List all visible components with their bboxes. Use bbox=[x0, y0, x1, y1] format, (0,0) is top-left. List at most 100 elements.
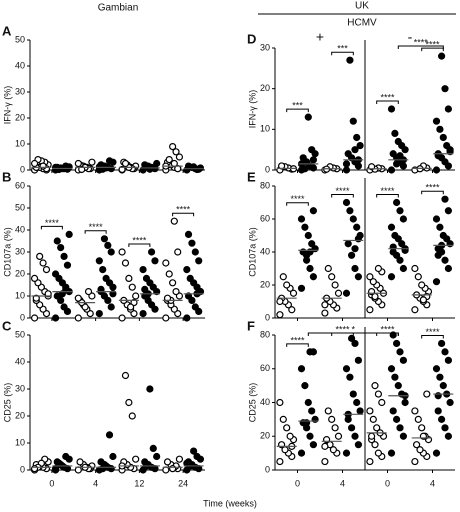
data-point bbox=[432, 449, 441, 457]
data-point bbox=[394, 137, 402, 146]
x-tick-label: 12 bbox=[134, 478, 144, 488]
data-point bbox=[121, 259, 130, 267]
y-axis-label: CD107a (%) bbox=[247, 227, 257, 277]
data-point bbox=[109, 290, 117, 298]
data-point bbox=[191, 248, 199, 256]
data-point bbox=[169, 279, 177, 287]
data-point bbox=[441, 85, 449, 93]
data-point bbox=[441, 195, 449, 203]
y-tick-label: 40 bbox=[260, 397, 270, 407]
data-point bbox=[369, 415, 377, 423]
data-point bbox=[432, 117, 441, 125]
data-point bbox=[342, 166, 351, 174]
data-point bbox=[432, 215, 441, 223]
data-point bbox=[283, 281, 291, 289]
data-point bbox=[342, 289, 351, 297]
data-point bbox=[169, 143, 177, 151]
data-point bbox=[36, 252, 44, 260]
y-tick-label: 0 bbox=[20, 464, 25, 474]
data-point bbox=[76, 458, 84, 466]
data-point bbox=[309, 441, 317, 449]
data-point bbox=[51, 270, 60, 278]
significance-label: **** bbox=[176, 205, 191, 215]
significance-label: **** bbox=[290, 335, 305, 345]
data-point bbox=[306, 432, 314, 440]
y-tick-label: 10 bbox=[15, 138, 25, 148]
data-point bbox=[184, 292, 193, 300]
data-point bbox=[324, 264, 332, 273]
data-point bbox=[434, 251, 442, 259]
data-point bbox=[308, 240, 316, 248]
significance-label: **** bbox=[132, 235, 147, 245]
data-point bbox=[342, 365, 351, 373]
data-point bbox=[387, 223, 396, 231]
data-point bbox=[411, 306, 419, 314]
significance-label: **** bbox=[380, 186, 395, 196]
data-point bbox=[276, 297, 284, 306]
data-point bbox=[163, 294, 172, 302]
significance-label: **** bbox=[335, 186, 350, 196]
data-point bbox=[74, 314, 82, 322]
data-point bbox=[304, 113, 312, 121]
significance-bracket bbox=[128, 243, 151, 247]
data-point bbox=[118, 314, 126, 322]
significance-bracket bbox=[307, 332, 399, 336]
data-point bbox=[351, 432, 359, 440]
significance-bracket bbox=[331, 51, 354, 56]
data-point bbox=[391, 129, 399, 137]
data-point bbox=[441, 348, 449, 356]
data-point bbox=[331, 424, 339, 432]
x-tick-label: 0 bbox=[295, 478, 300, 488]
data-point bbox=[309, 207, 317, 215]
data-point bbox=[391, 231, 399, 240]
header-right: UK bbox=[355, 1, 369, 12]
data-point bbox=[374, 264, 382, 273]
data-point bbox=[289, 289, 298, 297]
panel-letter: B bbox=[2, 169, 11, 184]
data-point bbox=[342, 449, 351, 457]
data-point bbox=[301, 382, 309, 390]
y-tick-label: 50 bbox=[15, 202, 25, 212]
significance-label: **** bbox=[45, 218, 60, 228]
data-point bbox=[438, 415, 446, 423]
y-tick-label: 60 bbox=[260, 363, 270, 373]
data-point bbox=[146, 385, 154, 393]
data-point bbox=[174, 248, 182, 256]
data-point bbox=[446, 398, 454, 407]
data-point bbox=[51, 163, 60, 171]
data-point bbox=[418, 281, 426, 289]
y-tick-label: 20 bbox=[260, 279, 270, 289]
data-point bbox=[125, 398, 133, 407]
data-point bbox=[396, 348, 404, 356]
y-tick-label: 0 bbox=[265, 464, 270, 474]
y-tick-label: 40 bbox=[15, 60, 25, 70]
data-point bbox=[438, 52, 446, 60]
data-point bbox=[444, 356, 452, 364]
y-tick-label: 10 bbox=[260, 124, 270, 134]
panel-letter: E bbox=[247, 169, 256, 184]
data-point bbox=[99, 465, 107, 473]
data-point bbox=[436, 373, 444, 381]
x-tick-label: 4 bbox=[430, 478, 435, 488]
data-point bbox=[353, 133, 361, 142]
y-tick-label: 10 bbox=[15, 290, 25, 300]
data-point bbox=[299, 154, 307, 162]
data-point bbox=[411, 264, 419, 273]
data-point bbox=[162, 259, 170, 267]
data-point bbox=[439, 133, 447, 142]
y-tick-label: 30 bbox=[260, 42, 270, 52]
significance-bracket bbox=[286, 202, 309, 206]
data-point bbox=[303, 251, 311, 259]
data-point bbox=[297, 449, 306, 457]
data-point bbox=[393, 160, 401, 168]
significance-label: **** bbox=[380, 324, 395, 334]
significance-label: **** bbox=[425, 40, 440, 50]
data-point bbox=[396, 424, 404, 432]
data-point bbox=[184, 230, 193, 238]
data-point bbox=[389, 407, 397, 415]
data-point bbox=[321, 457, 329, 466]
y-tick-label: 20 bbox=[260, 83, 270, 93]
significance-bracket bbox=[397, 45, 444, 49]
data-point bbox=[353, 223, 361, 231]
data-point bbox=[163, 458, 172, 466]
